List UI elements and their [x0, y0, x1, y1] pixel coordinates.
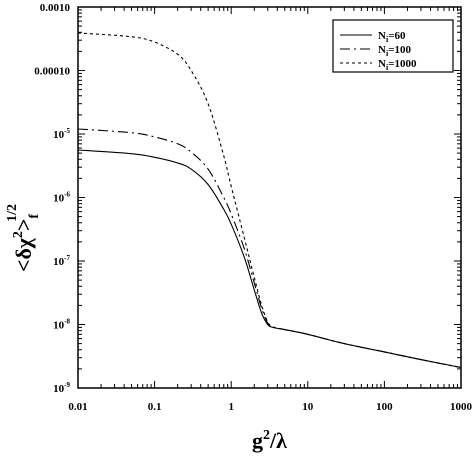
- y-tick-label: 10-9: [53, 381, 70, 395]
- legend-label-100: Ni=100: [378, 44, 411, 58]
- x-axis-label-base: g: [252, 428, 263, 453]
- x-tick-label: 0.1: [148, 401, 162, 413]
- legend-label-60: Ni=60: [378, 30, 406, 44]
- y-axis-label: <δχ2>f 1/2: [5, 204, 42, 272]
- y-axis-label-text: <δχ: [11, 237, 36, 272]
- y-tick-label: 0.00010: [34, 66, 70, 78]
- x-axis-label-rest: /λ: [269, 428, 287, 453]
- x-tick-label: 1: [228, 401, 234, 413]
- y-tick-label: 10-7: [53, 254, 70, 268]
- y-tick-label: 0.0010: [40, 2, 71, 14]
- curves: [77, 32, 462, 369]
- y-axis-label-close: >: [11, 219, 36, 232]
- x-tick-label: 10: [302, 401, 314, 413]
- x-axis-label: g2/λ: [252, 428, 287, 453]
- y-axis-label-power: 1/2: [5, 204, 20, 222]
- series-line-60: [77, 149, 462, 369]
- ticks: [77, 6, 462, 389]
- y-axis-label-sup: 2: [11, 231, 26, 238]
- y-axis-label-sub: f: [27, 214, 42, 219]
- tick-labels: 0.01 0.1 1 10 100 1000 0.0010 0.00010 10-5 10-6 10…: [34, 2, 472, 413]
- x-tick-label: 0.01: [68, 401, 87, 413]
- y-tick-label: 10-6: [53, 191, 70, 205]
- y-tick-label: 10-8: [53, 318, 70, 332]
- series-line-1000: [77, 32, 462, 369]
- legend-label-1000: Ni=1000: [378, 58, 417, 72]
- x-axis-label-sup: 2: [263, 428, 270, 443]
- x-tick-label: 1000: [450, 401, 473, 413]
- series-line-100: [77, 128, 462, 369]
- y-tick-label: 10-5: [53, 127, 70, 141]
- x-tick-label: 100: [376, 401, 393, 413]
